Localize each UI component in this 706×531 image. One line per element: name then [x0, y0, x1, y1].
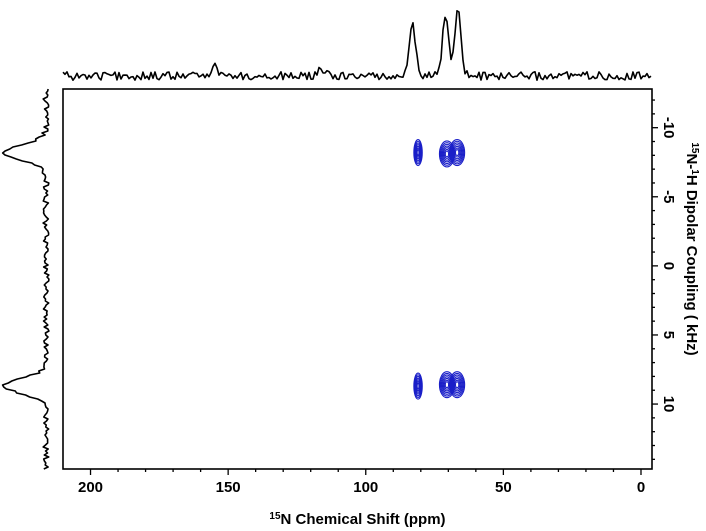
contour-level [449, 139, 466, 167]
top-projection-spectrum [62, 10, 652, 81]
left-projection-spectrum [1, 88, 50, 470]
x-tick-label: 0 [637, 479, 645, 496]
contour-level [451, 374, 464, 395]
y-tick-label: 0 [660, 262, 677, 270]
y-axis-label-superscript-1: 15 [690, 142, 701, 154]
y-axis-label-superscript-2: 1 [690, 169, 701, 175]
contour-level [454, 149, 460, 156]
contour-peak [449, 371, 466, 399]
x-axis-ticks: 200 150 100 50 0 [78, 469, 645, 496]
y-axis-label: 15N-1H Dipolar Coupling ( kHz) [683, 142, 701, 355]
contour-level [451, 142, 464, 163]
top-projection-trace [62, 10, 652, 81]
contour-level [416, 149, 420, 156]
plot-area: 200 150 100 50 0 -10 -5 0 5 10 [62, 88, 677, 496]
contour-level [450, 140, 465, 165]
contour-level [444, 150, 450, 158]
contour-level [450, 372, 465, 397]
contour-level [452, 376, 463, 394]
y-tick-label: 10 [660, 396, 677, 413]
contour-level [416, 382, 420, 390]
y-tick-label: 5 [660, 331, 677, 339]
contour-level [444, 381, 450, 389]
x-tick-label: 200 [78, 479, 103, 496]
plot-frame [62, 88, 653, 470]
contour-peak [413, 372, 423, 400]
contour-peak [413, 139, 423, 167]
x-tick-label: 50 [495, 479, 512, 496]
x-axis-label-text: N Chemical Shift (ppm) [281, 511, 446, 528]
contour-level [452, 144, 463, 162]
y-tick-label: -10 [660, 117, 677, 139]
y-axis-ticks: -10 -5 0 5 10 [652, 99, 677, 460]
y-axis-label-text: H Dipolar Coupling ( kHz) [683, 175, 700, 356]
x-tick-label: 150 [216, 479, 241, 496]
left-projection-trace [1, 88, 50, 470]
x-axis-label: 15N Chemical Shift (ppm) [269, 511, 445, 529]
contour-level [454, 381, 460, 389]
contour-level [453, 379, 461, 390]
y-tick-label: -5 [660, 190, 677, 203]
contour-peaks [413, 139, 466, 400]
y-axis-label-middle: N- [683, 153, 700, 169]
contour-peak [449, 139, 466, 167]
contour-level [452, 145, 462, 160]
contour-level [452, 377, 462, 392]
contour-level [453, 147, 461, 158]
x-axis-label-superscript: 15 [269, 511, 281, 522]
contour-level [449, 371, 466, 399]
x-tick-label: 100 [353, 479, 378, 496]
